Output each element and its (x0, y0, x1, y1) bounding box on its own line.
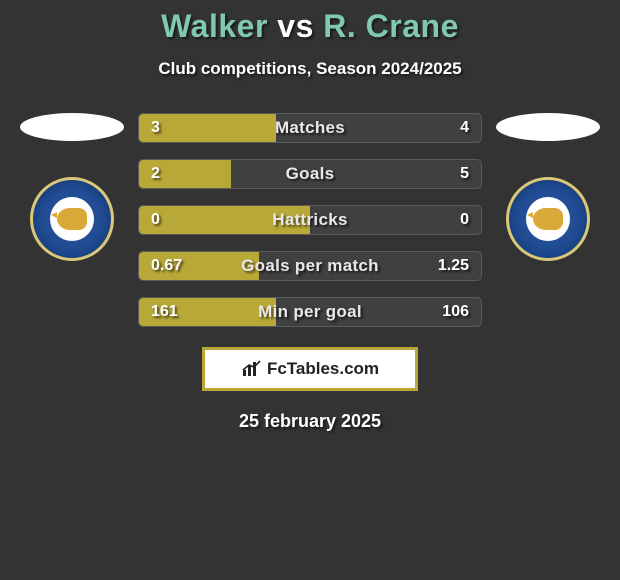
stat-label: Hattricks (139, 206, 481, 234)
stat-value-right: 4 (448, 114, 481, 142)
stat-row: Hattricks0 0 (138, 205, 482, 235)
bar-chart-icon (241, 360, 263, 378)
stat-value-right: 5 (448, 160, 481, 188)
stat-value-right: 0 (448, 206, 481, 234)
player1-name: Walker (161, 8, 268, 44)
page-title: Walker vs R. Crane (0, 8, 620, 45)
stat-row: Goals per match0.671.25 (138, 251, 482, 281)
stat-row: Goals2 5 (138, 159, 482, 189)
stat-value-left: 0 (139, 206, 172, 234)
linnet-bird-icon (57, 208, 87, 230)
branding-banner[interactable]: FcTables.com (202, 347, 418, 391)
vs-separator: vs (277, 8, 314, 44)
player1-silhouette (20, 113, 124, 141)
stats-bars: Matches34Goals25Hattricks00Goals per mat… (138, 113, 482, 327)
stat-label: Matches (139, 114, 481, 142)
stat-value-right: 106 (430, 298, 481, 326)
main-content: Matches34Goals25Hattricks00Goals per mat… (0, 113, 620, 327)
snapshot-date: 25 february 2025 (0, 411, 620, 432)
right-column (494, 113, 602, 261)
branding-text: FcTables.com (267, 359, 379, 379)
stat-value-left: 2 (139, 160, 172, 188)
stat-value-left: 0.67 (139, 252, 194, 280)
badge-center (50, 197, 94, 241)
stat-label: Goals (139, 160, 481, 188)
player1-club-badge (30, 177, 114, 261)
stat-value-left: 161 (139, 298, 190, 326)
left-column (18, 113, 126, 261)
stat-value-right: 1.25 (426, 252, 481, 280)
player2-club-badge (506, 177, 590, 261)
player2-name: R. Crane (323, 8, 459, 44)
subtitle: Club competitions, Season 2024/2025 (0, 59, 620, 79)
linnet-bird-icon (533, 208, 563, 230)
stat-row: Min per goal161106 (138, 297, 482, 327)
stat-value-left: 3 (139, 114, 172, 142)
comparison-card: Walker vs R. Crane Club competitions, Se… (0, 0, 620, 432)
badge-center (526, 197, 570, 241)
player2-silhouette (496, 113, 600, 141)
stat-row: Matches3 4 (138, 113, 482, 143)
